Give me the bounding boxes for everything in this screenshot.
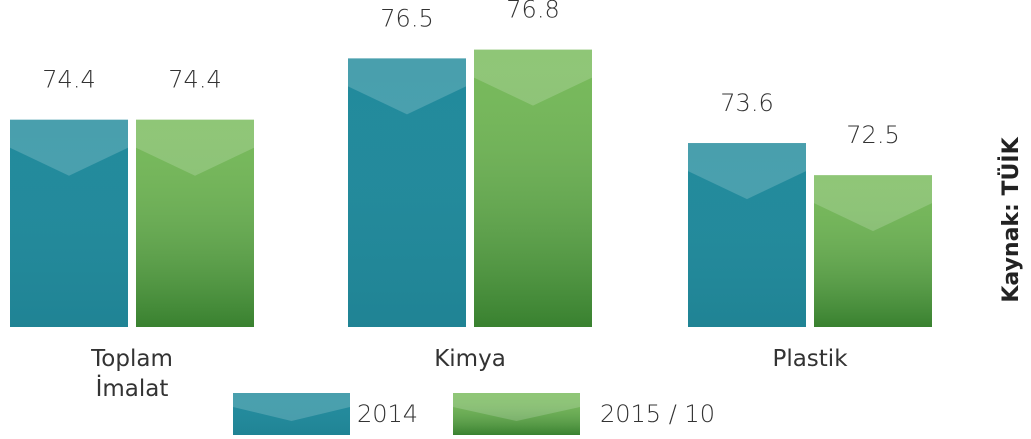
value-label: 74.4 (42, 66, 95, 94)
legend-label: 2015 / 10 (600, 400, 715, 428)
bar-shine (474, 49, 592, 106)
bar-shine (453, 393, 580, 421)
legend-label: 2014 (357, 400, 418, 428)
bar-shine (10, 119, 128, 176)
bar-gradient (474, 49, 592, 327)
bar-shine (233, 393, 350, 421)
bar-shine (814, 175, 932, 232)
value-label: 76.5 (380, 4, 433, 32)
category-label: Toplam İmalat (91, 346, 173, 402)
bar-gradient (348, 58, 466, 328)
category-label: Kimya (434, 346, 506, 372)
value-label: 72.5 (846, 121, 899, 149)
bar-gradient (688, 143, 806, 327)
bar-shine (348, 58, 466, 115)
bar-gradient (10, 119, 128, 328)
value-label: 73.6 (720, 89, 773, 117)
source: Kaynak: TÜİK (998, 136, 1024, 302)
legend-gradient (233, 393, 350, 435)
bar-gradient (814, 175, 932, 327)
value-label: 74.4 (168, 66, 221, 94)
legend-gradient (453, 393, 580, 435)
bar-shine (688, 143, 806, 200)
bar-gradient (136, 119, 254, 328)
category-label: Plastik (772, 346, 848, 372)
bar-shine (136, 119, 254, 176)
value-label: 76.8 (506, 0, 559, 24)
